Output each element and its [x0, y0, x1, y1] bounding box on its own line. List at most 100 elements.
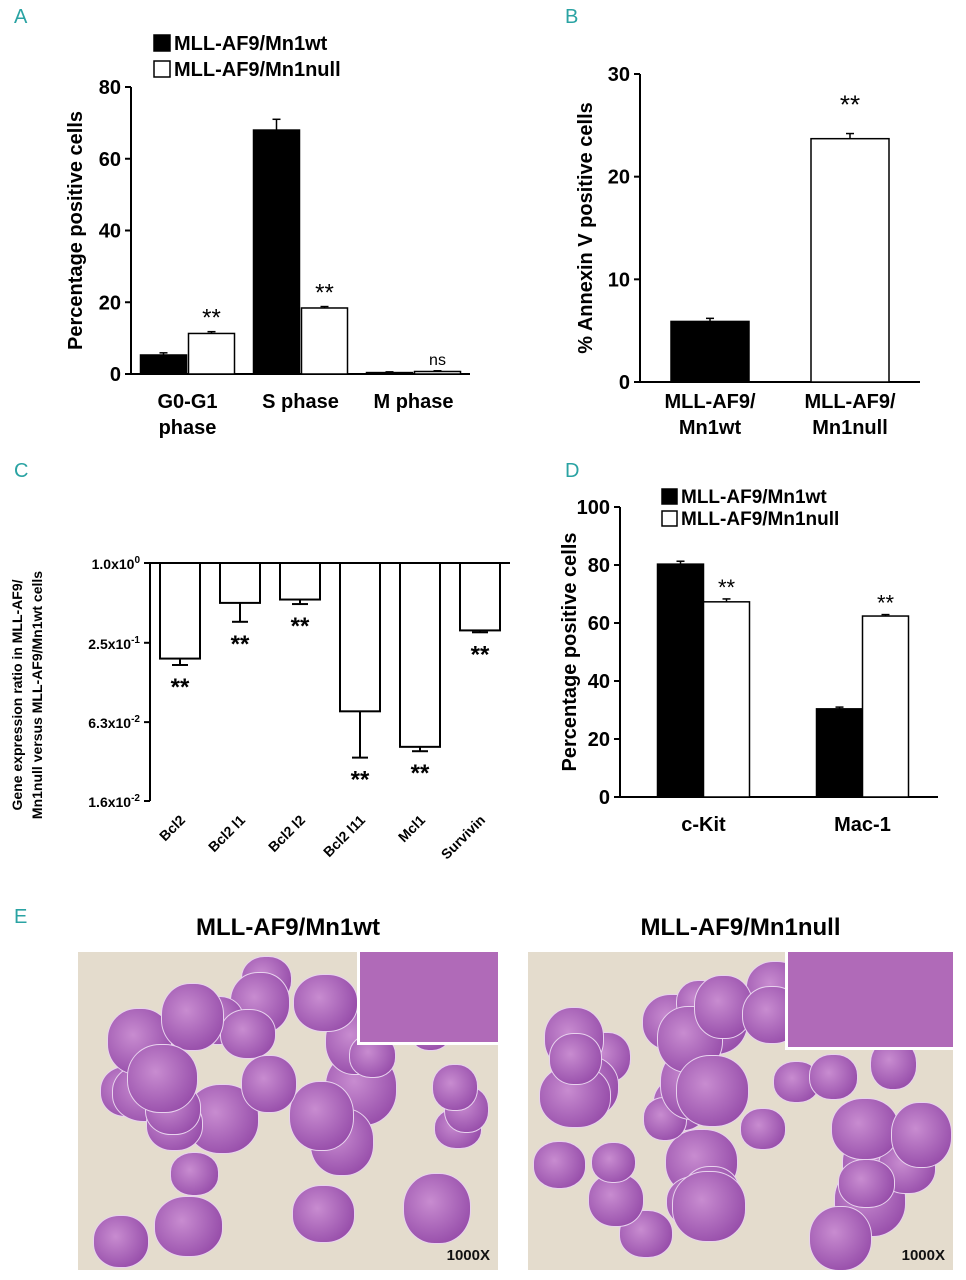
- blast-cell: [693, 974, 753, 1039]
- blast-cell: [153, 1196, 223, 1258]
- blast-cell: [891, 1101, 953, 1168]
- legend-swatch: [661, 510, 678, 527]
- magnification-label-wt: 1000X: [446, 1247, 490, 1264]
- x-tick-label: Bcl2 l1: [205, 812, 248, 855]
- panel-letter-e: E: [14, 906, 28, 928]
- significance-marker: **: [471, 641, 490, 668]
- blast-cell: [740, 1108, 786, 1151]
- x-tick-label: Mcl1: [395, 812, 428, 845]
- bar: [399, 562, 441, 748]
- blast-cell: [809, 1053, 858, 1100]
- blast-cell: [126, 1043, 198, 1114]
- legend-label: MLL-AF9/Mn1wt: [681, 487, 827, 508]
- y-tick-label: 60: [99, 149, 121, 171]
- y-tick-label: 0: [110, 364, 121, 386]
- legend-label: MLL-AF9/Mn1wt: [174, 33, 328, 55]
- significance-marker: **: [351, 767, 370, 794]
- x-tick-label: Bcl2: [156, 812, 188, 844]
- significance-marker: **: [202, 305, 221, 332]
- blast-cell: [293, 973, 359, 1033]
- y-tick-label: 30: [608, 64, 630, 86]
- bar: [670, 320, 750, 383]
- blast-cell: [288, 1080, 354, 1152]
- panel-letter-a: A: [14, 6, 28, 28]
- significance-marker: **: [291, 613, 310, 640]
- blast-cell: [432, 1063, 478, 1112]
- y-tick-label: 0: [599, 787, 610, 809]
- y-tick-label: 80: [588, 555, 610, 577]
- y-tick-label: 20: [608, 167, 630, 189]
- bar: [219, 562, 261, 604]
- significance-marker: **: [231, 631, 250, 658]
- x-tick-label: phase: [159, 417, 217, 439]
- blast-cell: [532, 1140, 587, 1189]
- bar: [139, 354, 188, 375]
- y-axis-label: % Annexin V positive cells: [575, 102, 597, 354]
- panel-letter-c: C: [14, 460, 29, 482]
- bar: [159, 562, 201, 660]
- chart-d-surface-markers: 0 20 40 60 80 100 Percentage positive cells ** c…: [559, 487, 938, 836]
- bar: [187, 332, 236, 375]
- x-tick-label: Survivin: [438, 812, 488, 862]
- legend-swatch: [153, 60, 171, 78]
- blast-cell: [241, 1054, 297, 1113]
- blast-cell: [292, 1184, 356, 1243]
- blast-cell: [675, 1054, 749, 1127]
- x-tick-label: Mn1null: [812, 417, 888, 439]
- chart-c-gene-expression: 1.0x100 2.5x10-1 6.3x10-2 1.6x10-2 Gene expr…: [9, 555, 510, 862]
- blast-cell: [169, 1152, 220, 1196]
- y-tick-label: 40: [588, 671, 610, 693]
- y-axis-label: Percentage positive cells: [65, 111, 87, 350]
- bar: [861, 615, 910, 798]
- bar: [459, 562, 501, 632]
- y-tick-label: 60: [588, 613, 610, 635]
- y-tick-label: 6.3x10-2: [88, 714, 140, 731]
- bar: [656, 563, 705, 798]
- blast-cell: [830, 1098, 900, 1161]
- legend-label: MLL-AF9/Mn1null: [174, 59, 341, 81]
- y-tick-label: 20: [99, 292, 121, 314]
- blast-cell: [402, 1172, 472, 1245]
- x-tick-label: G0-G1: [157, 391, 217, 413]
- y-axis-label: Gene expression ratio in MLL-AF9/: [9, 579, 25, 810]
- y-tick-label: 1.0x100: [92, 555, 141, 572]
- y-tick-label: 1.6x10-2: [88, 793, 140, 810]
- bar: [810, 137, 890, 383]
- bar: [339, 562, 381, 713]
- magnification-label-null: 1000X: [901, 1247, 945, 1264]
- significance-marker: **: [315, 280, 334, 307]
- chart-b-annexin: 0 10 20 30 % Annexin V positive cells MLL-AF9…: [575, 64, 920, 439]
- micrograph-null-inset: [785, 952, 953, 1050]
- significance-marker: **: [718, 575, 736, 600]
- bar: [702, 601, 751, 798]
- bar: [413, 370, 462, 375]
- y-axis-label: Percentage positive cells: [559, 532, 581, 771]
- significance-marker: **: [877, 591, 895, 616]
- x-tick-label: Mn1wt: [679, 417, 742, 439]
- significance-marker: **: [840, 90, 860, 120]
- blast-cell: [808, 1205, 873, 1270]
- significance-marker: ns: [429, 352, 446, 369]
- significance-marker: **: [411, 760, 430, 787]
- x-tick-label: S phase: [262, 391, 339, 413]
- legend-label: MLL-AF9/Mn1null: [681, 509, 839, 530]
- photo-title-null: MLL-AF9/Mn1null: [640, 914, 841, 941]
- panel-letter-d: D: [565, 460, 580, 482]
- y-tick-label: 2.5x10-1: [88, 635, 140, 652]
- bar: [252, 129, 301, 375]
- blast-cell: [672, 1171, 746, 1242]
- photo-title-wt: MLL-AF9/Mn1wt: [196, 914, 380, 941]
- micrograph-wt-inset: [357, 952, 498, 1045]
- bar: [279, 562, 321, 601]
- blast-cell: [220, 1008, 277, 1059]
- blast-cell: [549, 1032, 603, 1086]
- blast-cell: [160, 982, 224, 1051]
- y-tick-label: 100: [577, 497, 610, 519]
- y-tick-label: 40: [99, 221, 121, 243]
- x-tick-label: c-Kit: [681, 814, 726, 836]
- x-tick-label: Bcl2 l11: [320, 812, 368, 860]
- y-axis-label: Mn1null versus MLL-AF9/Mn1wt cells: [29, 571, 45, 819]
- panel-letter-b: B: [565, 6, 579, 28]
- significance-marker: **: [171, 674, 190, 701]
- blast-cell: [590, 1141, 637, 1184]
